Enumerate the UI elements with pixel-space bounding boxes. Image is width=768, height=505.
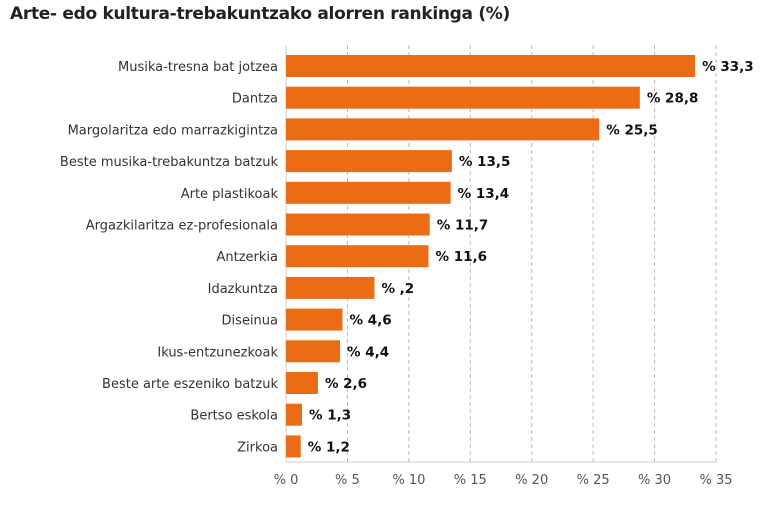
category-label: Argazkilaritza ez-profesionala <box>86 219 278 234</box>
x-tick-label: % 30 <box>638 473 671 488</box>
bar <box>286 403 302 426</box>
data-label: % 1,2 <box>308 439 350 455</box>
bar <box>286 276 375 299</box>
x-tick-label: % 35 <box>699 473 732 488</box>
bar <box>286 181 451 204</box>
data-label: % 2,6 <box>325 376 367 392</box>
bar <box>286 340 341 363</box>
category-label: Arte plastikoak <box>181 187 279 202</box>
category-label: Margolaritza edo marrazkigintza <box>68 123 278 138</box>
bar <box>286 435 301 458</box>
bar <box>286 86 640 109</box>
category-label: Zirkoa <box>237 440 278 455</box>
category-label: Musika-tresna bat jotzea <box>118 60 278 75</box>
x-tick-label: % 10 <box>392 473 425 488</box>
bar <box>286 245 429 268</box>
category-label: Antzerkia <box>216 250 278 265</box>
data-label: % 28,8 <box>647 91 699 107</box>
data-label: % 25,5 <box>606 122 658 138</box>
category-label: Beste arte eszeniko batzuk <box>102 377 278 392</box>
data-label: % 13,5 <box>459 154 511 170</box>
x-tick-label: % 5 <box>335 473 360 488</box>
x-tick-label: % 25 <box>577 473 610 488</box>
data-label: % 11,7 <box>437 218 489 234</box>
x-tick-label: % 15 <box>454 473 487 488</box>
data-label: % 4,6 <box>350 313 392 329</box>
bar <box>286 55 696 77</box>
bar <box>286 150 452 173</box>
category-label: Diseinua <box>222 314 278 329</box>
category-label: Dantza <box>232 92 278 107</box>
category-label: Beste musika-trebakuntza batzuk <box>60 155 279 170</box>
bar <box>286 213 430 236</box>
data-label: % 33,3 <box>702 59 754 75</box>
chart-title: Arte- edo kultura-trebakuntzako alorren … <box>10 4 510 24</box>
data-label: % 1,3 <box>309 408 351 424</box>
category-label: Ikus-entzunezkoak <box>157 345 278 360</box>
data-label: % 13,4 <box>458 186 510 202</box>
data-label: % ,2 <box>381 281 414 297</box>
category-label: Idazkuntza <box>208 282 278 297</box>
category-label: Bertso eskola <box>190 409 278 424</box>
x-tick-label: % 20 <box>515 473 548 488</box>
x-tick-label: % 0 <box>274 473 299 488</box>
bar <box>286 308 343 331</box>
bar <box>286 372 318 394</box>
data-label: % 11,6 <box>436 249 488 265</box>
bar <box>286 118 600 141</box>
data-label: % 4,4 <box>347 344 389 360</box>
